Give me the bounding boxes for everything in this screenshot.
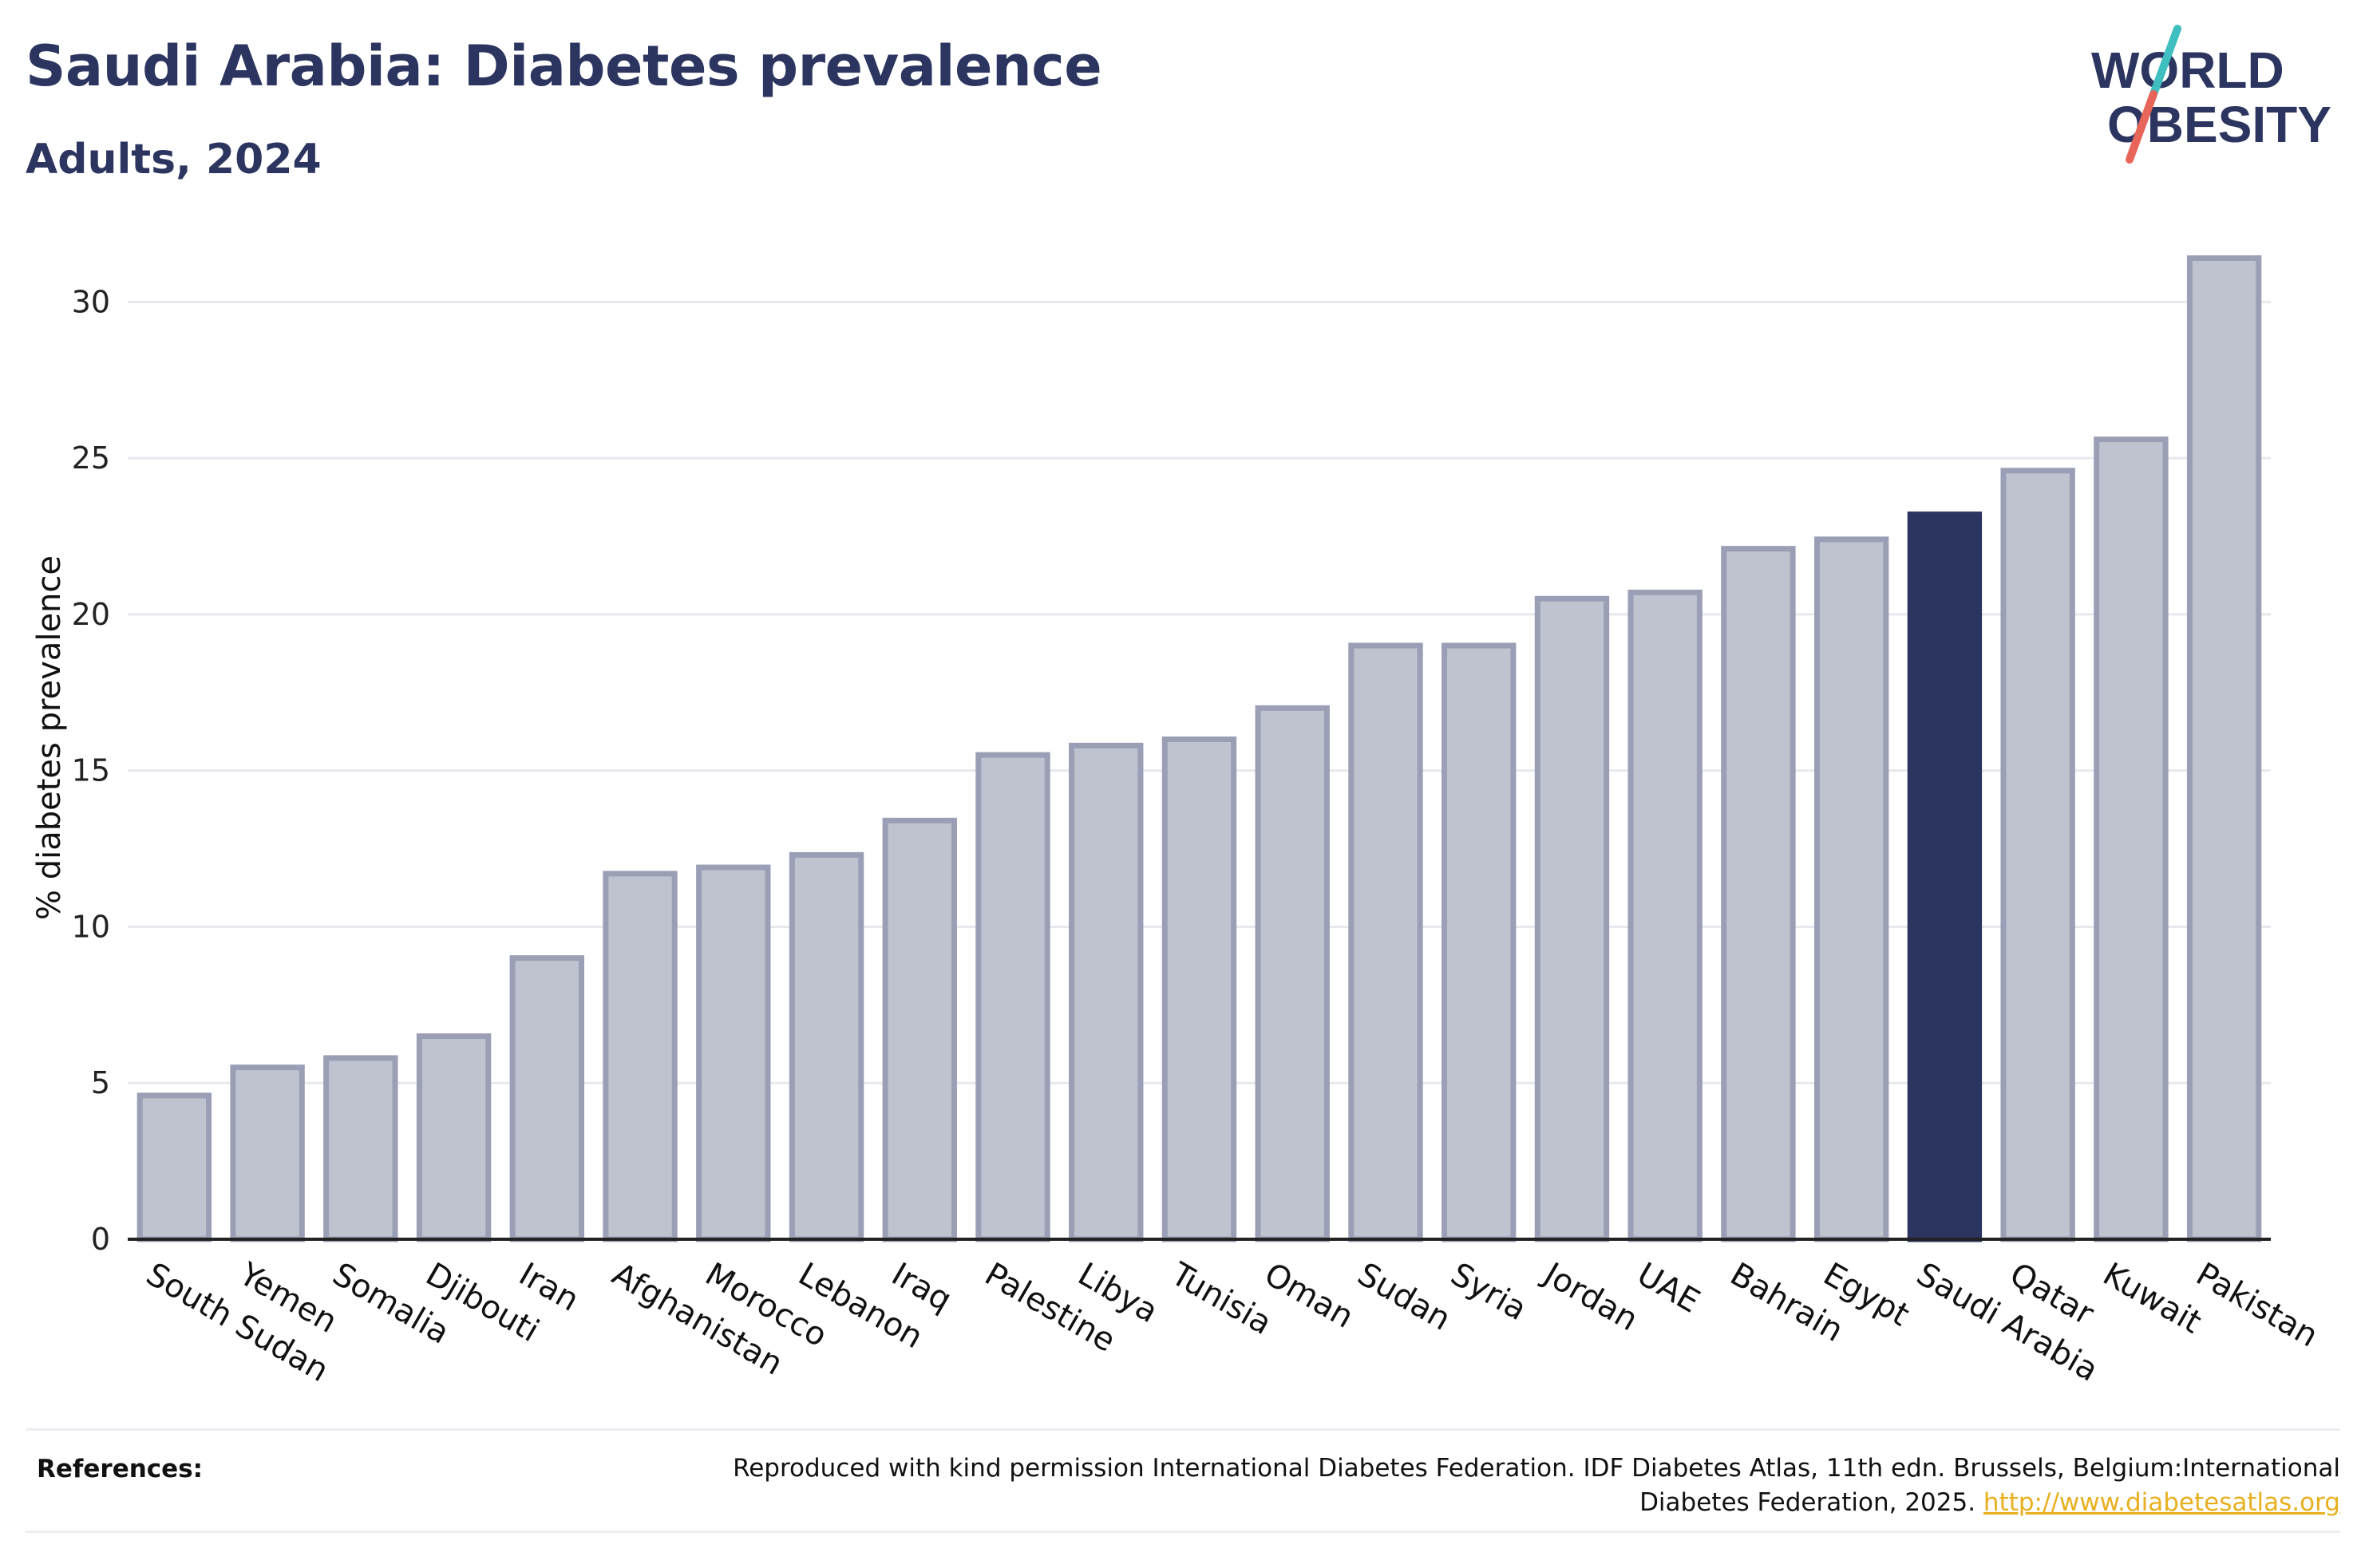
bar-bahrain [1721,546,1796,1242]
y-tick-label: 30 [72,284,110,319]
page-title: Saudi Arabia: Diabetes prevalence [26,34,1102,99]
bar-iran [509,955,585,1242]
bar-south-sudan [136,1092,212,1242]
bar-iraq [882,817,957,1242]
logo-line-1: WORLD [2091,41,2284,99]
bar-libya [1069,742,1144,1242]
bar-uae [1627,589,1703,1242]
bar-kuwait [2094,436,2169,1242]
y-tick-label: 5 [91,1065,110,1100]
bar-pakistan [2186,255,2262,1242]
bar-saudi-arabia [1907,511,1983,1242]
x-tick-label: UAE [1631,1256,1706,1321]
bar-chart: 0 5 10 15 20 25 30 South SudanYemenSomaliaDjib… [31,255,2324,1389]
bar-oman [1255,705,1330,1242]
bar-somalia [323,1055,398,1242]
bar-yemen [230,1064,305,1242]
x-tick-label: Pakistan [2190,1256,2324,1355]
bar-djibouti [416,1033,492,1242]
bar-jordan [1534,595,1610,1242]
y-tick-label: 0 [91,1222,110,1257]
references-text: Reproduced with kind permission Internat… [704,1451,2340,1520]
y-tick-label: 15 [72,753,110,788]
y-tick-label: 10 [72,909,110,944]
references-link[interactable]: http://www.diabetesatlas.org [1983,1488,2340,1517]
bar-tunisia [1161,737,1237,1242]
references-label: References: [37,1455,204,1483]
bar-syria [1442,642,1517,1242]
y-axis-label: % diabetes prevalence [31,555,68,920]
x-tick-label: Jordan [1536,1254,1644,1338]
bar-qatar [2000,468,2075,1242]
bar-palestine [975,752,1050,1242]
bar-lebanon [789,851,864,1242]
logo-slash-bottom [2126,90,2157,164]
bar-afghanistan [603,871,678,1242]
page-subtitle: Adults, 2024 [26,136,322,184]
bar-morocco [696,864,771,1242]
references-section: References: Reproduced with kind permiss… [26,1428,2340,1533]
y-axis-ticks: 0 5 10 15 20 25 30 [72,284,110,1257]
x-tick-label: Sudan [1351,1256,1457,1338]
x-tick-label: Syria [1445,1256,1533,1328]
world-obesity-logo: WORLD OBESITY [2091,25,2331,164]
references-citation: Reproduced with kind permission Internat… [733,1454,2340,1517]
x-tick-label: Tunisia [1165,1255,1278,1342]
x-tick-label: Oman [1258,1256,1359,1336]
bar-egypt [1813,536,1889,1242]
logo-slash-top [2149,25,2181,98]
y-tick-label: 25 [72,440,110,476]
bar-sudan [1348,642,1423,1242]
y-tick-label: 20 [72,597,110,632]
x-tick-label: Kuwait [2097,1256,2208,1341]
bars [136,255,2262,1242]
